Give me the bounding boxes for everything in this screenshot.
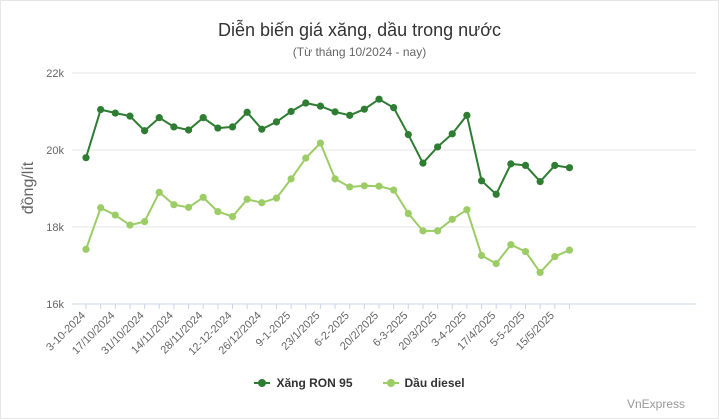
data-point <box>448 215 456 223</box>
series-line <box>85 98 570 196</box>
data-point <box>346 183 354 191</box>
legend-marker-ron95 <box>254 378 271 388</box>
data-point <box>521 161 530 169</box>
data-point <box>404 131 412 139</box>
series-0 <box>82 95 574 198</box>
data-point <box>346 111 354 119</box>
data-point <box>170 123 178 131</box>
data-point <box>492 259 500 268</box>
series-1 <box>82 139 574 277</box>
data-point <box>82 245 90 253</box>
data-point <box>419 227 427 235</box>
data-point <box>199 193 207 201</box>
data-point <box>419 159 427 167</box>
data-point <box>287 107 295 116</box>
data-point <box>97 105 105 114</box>
data-point <box>126 221 134 229</box>
data-point <box>375 95 383 103</box>
data-point <box>463 206 471 214</box>
data-point <box>477 251 486 260</box>
data-point <box>258 125 266 133</box>
legend-label-ron95: Xăng RON 95 <box>276 376 353 390</box>
data-point <box>463 111 471 119</box>
y-tick-label: 16k <box>46 299 64 311</box>
data-point <box>536 177 544 186</box>
y-tick-label: 22k <box>46 68 64 80</box>
data-point <box>155 188 163 196</box>
data-point <box>507 241 515 249</box>
data-point <box>199 114 207 122</box>
grid-lines <box>72 72 696 305</box>
y-tick-label: 20k <box>46 145 64 157</box>
data-point <box>272 194 281 202</box>
data-point <box>360 182 368 190</box>
y-axis-ticks: 16k 18k 20k 22k <box>46 68 64 311</box>
legend-item-diesel[interactable]: Dầu diesel <box>382 376 465 390</box>
data-point <box>551 253 559 261</box>
data-point <box>434 227 442 235</box>
data-point <box>141 218 149 226</box>
data-point <box>551 161 559 169</box>
data-point <box>170 201 178 209</box>
data-point <box>302 154 310 162</box>
data-point <box>492 190 500 198</box>
data-point <box>141 127 149 135</box>
data-point <box>565 164 574 172</box>
data-point <box>360 105 368 113</box>
data-point <box>316 139 324 147</box>
data-point <box>390 104 398 112</box>
series-line <box>85 142 570 274</box>
y-axis-label: đồng/lít <box>20 161 37 214</box>
data-point <box>448 130 456 138</box>
data-point <box>243 108 251 116</box>
credit-text: VnExpress <box>626 397 685 411</box>
data-point <box>477 177 486 185</box>
data-point <box>184 203 193 211</box>
legend-label-diesel: Dầu diesel <box>404 376 465 390</box>
data-point <box>375 182 383 190</box>
data-point <box>214 208 222 216</box>
data-point <box>331 108 339 116</box>
data-point <box>390 186 398 194</box>
data-point <box>184 126 193 134</box>
data-point <box>111 109 119 117</box>
legend-marker-diesel <box>382 378 399 388</box>
data-point <box>302 99 310 107</box>
data-point <box>111 211 119 219</box>
data-point <box>155 114 163 122</box>
data-point <box>97 204 105 212</box>
series-group <box>82 95 574 277</box>
data-point <box>82 154 90 162</box>
data-point <box>404 209 412 218</box>
data-point <box>272 118 281 126</box>
data-point <box>565 246 574 254</box>
data-point <box>507 160 515 168</box>
data-point <box>287 175 295 183</box>
chart-subtitle: (Từ tháng 10/2024 - nay) <box>292 45 427 59</box>
data-point <box>434 143 442 151</box>
y-tick-label: 18k <box>46 222 64 234</box>
legend-item-ron95[interactable]: Xăng RON 95 <box>254 376 353 390</box>
data-point <box>521 248 530 256</box>
data-point <box>126 112 134 120</box>
data-point <box>536 268 544 277</box>
data-point <box>214 124 222 132</box>
x-axis: 3-10-202417/10/202431/10/202414/11/20242… <box>44 304 570 358</box>
chart-title: Diễn biến giá xăng, dầu trong nước <box>217 20 502 40</box>
data-point <box>316 102 324 110</box>
data-point <box>243 195 251 203</box>
legend: Xăng RON 95 Dầu diesel <box>0 376 719 390</box>
data-point <box>228 123 237 131</box>
data-point <box>228 213 237 221</box>
data-point <box>258 199 266 207</box>
data-point <box>331 175 339 183</box>
